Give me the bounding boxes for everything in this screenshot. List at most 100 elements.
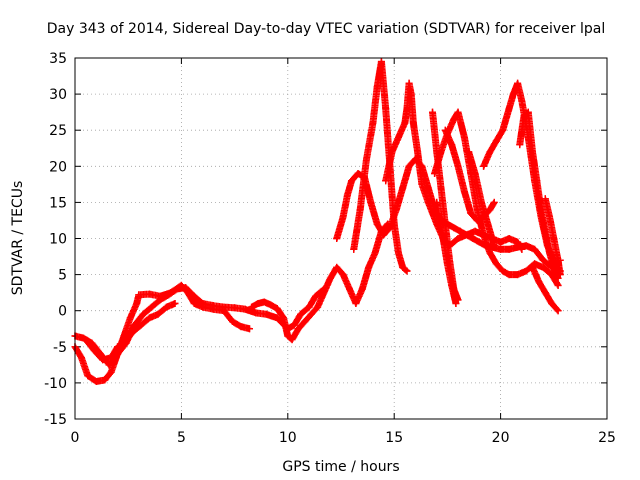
data-point <box>505 235 513 242</box>
data-point <box>252 309 260 317</box>
data-point <box>156 292 164 300</box>
data-point <box>228 318 236 326</box>
y-tick-label: 10 <box>49 232 67 248</box>
data-point <box>120 339 128 347</box>
data-point <box>311 292 319 300</box>
data-point <box>490 242 498 250</box>
data-point <box>199 303 207 311</box>
data-point <box>514 271 522 279</box>
data-point <box>220 307 228 315</box>
y-tick-label: -5 <box>53 340 67 356</box>
data-point <box>460 188 468 196</box>
data-point <box>84 372 92 380</box>
series-seg-early-b <box>71 281 253 385</box>
data-point <box>107 354 115 362</box>
data-point <box>184 289 192 297</box>
data-point <box>237 323 245 331</box>
data-point <box>382 105 390 113</box>
x-tick-label: 15 <box>385 430 403 446</box>
data-point <box>546 249 554 257</box>
x-axis-label: GPS time / hours <box>282 459 399 475</box>
series-trace-markers <box>82 300 179 364</box>
data-point <box>452 299 460 307</box>
data-point <box>433 198 441 206</box>
data-point <box>390 220 398 228</box>
data-point <box>267 301 275 309</box>
data-point <box>358 285 366 293</box>
data-point <box>245 325 253 333</box>
data-point <box>128 328 136 336</box>
chart-title: Day 343 of 2014, Sidereal Day-to-day VTE… <box>47 21 605 37</box>
data-point <box>505 105 513 113</box>
data-point <box>333 263 341 271</box>
data-point <box>516 141 524 149</box>
data-point <box>403 105 411 113</box>
series-seg-high-f <box>441 126 498 224</box>
data-point <box>405 79 413 87</box>
data-point <box>373 83 381 91</box>
series-seg-late-d <box>541 195 564 279</box>
data-point <box>209 305 217 313</box>
data-point <box>369 119 377 127</box>
x-tick-label: 10 <box>279 430 297 446</box>
x-tick-label: 0 <box>71 430 80 446</box>
data-point <box>297 310 305 318</box>
data-point <box>294 325 302 333</box>
data-point <box>401 119 409 127</box>
data-point <box>531 260 539 268</box>
data-point <box>365 263 373 271</box>
y-tick-label: -15 <box>44 412 67 428</box>
data-point <box>399 263 407 271</box>
series-seg-early-c <box>82 299 179 364</box>
series-seg-high-h <box>465 148 498 250</box>
data-point <box>529 148 537 156</box>
data-point <box>145 290 153 298</box>
data-point <box>284 332 292 340</box>
data-point <box>456 227 464 235</box>
data-point <box>490 198 498 206</box>
data-point <box>480 162 488 170</box>
data-point <box>477 198 485 206</box>
data-point <box>350 245 358 253</box>
data-point <box>529 263 537 271</box>
data-point <box>524 108 532 116</box>
data-point <box>248 303 256 311</box>
series-seg-mid <box>248 220 392 344</box>
data-point <box>556 271 564 279</box>
data-point <box>414 148 422 156</box>
data-point <box>388 148 396 156</box>
data-point <box>467 209 475 217</box>
data-point <box>443 260 451 268</box>
data-point <box>371 249 379 257</box>
data-point <box>126 314 134 322</box>
data-point <box>541 289 549 297</box>
plot-frame <box>74 57 608 420</box>
data-point <box>539 263 547 271</box>
data-point <box>514 79 522 87</box>
data-point <box>450 224 458 232</box>
data-point <box>439 235 447 242</box>
data-point <box>418 180 426 188</box>
data-point <box>399 184 407 192</box>
data-point <box>343 191 351 199</box>
data-point <box>514 238 522 246</box>
data-point <box>469 235 477 242</box>
data-point <box>346 285 354 293</box>
data-point <box>101 376 109 384</box>
data-point <box>107 368 115 376</box>
data-point <box>499 126 507 134</box>
data-point <box>377 58 385 66</box>
data-point <box>305 303 313 311</box>
data-point <box>241 305 249 313</box>
y-tick-label: 15 <box>49 195 67 211</box>
data-point <box>314 303 322 311</box>
x-tick-label: 25 <box>598 430 616 446</box>
y-axis-label: SDTVAR / TECUs <box>10 181 26 296</box>
series-seg-high-g <box>433 198 460 307</box>
data-point <box>518 245 526 253</box>
data-point <box>454 108 462 116</box>
y-tick-label: 30 <box>49 87 67 103</box>
data-point <box>497 245 505 253</box>
data-point <box>320 289 328 297</box>
